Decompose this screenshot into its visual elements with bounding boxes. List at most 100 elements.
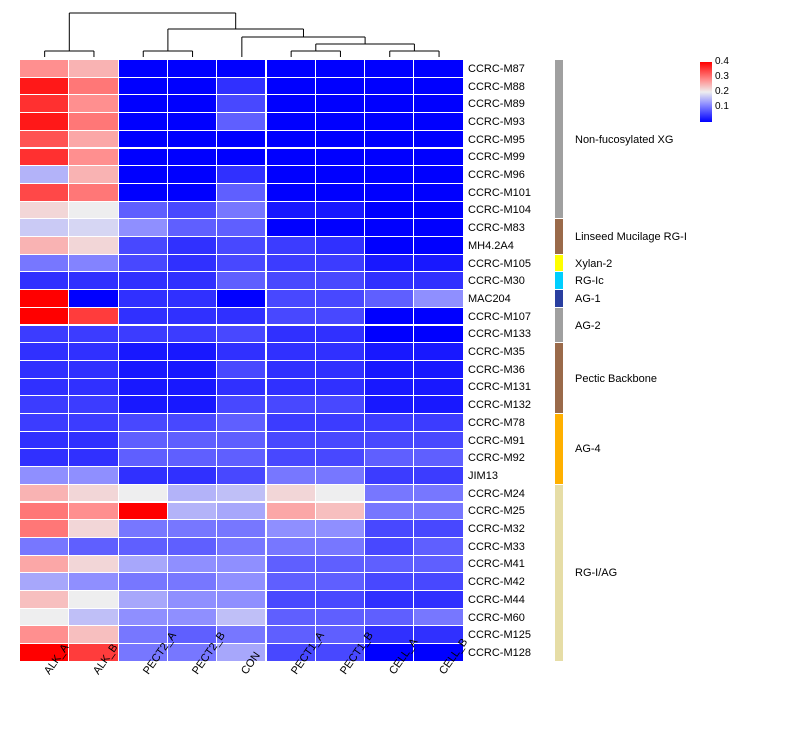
heatmap-cell: [316, 326, 364, 343]
heatmap-cell: [414, 467, 462, 484]
heatmap-cell: [168, 343, 216, 360]
heatmap-cell: [267, 432, 315, 449]
heatmap-cell: [267, 626, 315, 643]
group-bar: [555, 255, 563, 272]
heatmap-cell: [414, 166, 462, 183]
heatmap-cell: [316, 113, 364, 130]
row-label: CCRC-M36: [468, 365, 525, 376]
group-bar: [555, 308, 563, 342]
heatmap-cell: [217, 573, 265, 590]
heatmap-cell: [69, 308, 117, 325]
heatmap-cell: [217, 432, 265, 449]
row-label: CCRC-M24: [468, 489, 525, 500]
colorbar: 0.40.30.20.1: [700, 62, 760, 122]
heatmap-cell: [414, 149, 462, 166]
heatmap-cell: [217, 467, 265, 484]
heatmap-cell: [365, 219, 413, 236]
heatmap-cell: [119, 78, 167, 95]
heatmap-cell: [316, 184, 364, 201]
heatmap-cell: [168, 556, 216, 573]
heatmap-cell: [365, 113, 413, 130]
heatmap-cell: [119, 343, 167, 360]
heatmap-cell: [316, 556, 364, 573]
heatmap-cell: [168, 449, 216, 466]
heatmap-cell: [414, 78, 462, 95]
heatmap-cell: [414, 485, 462, 502]
heatmap-cell: [267, 308, 315, 325]
heatmap-cell: [316, 308, 364, 325]
heatmap-cell: [365, 573, 413, 590]
heatmap-cell: [69, 78, 117, 95]
heatmap-cell: [414, 538, 462, 555]
heatmap-cell: [365, 609, 413, 626]
heatmap-cell: [365, 343, 413, 360]
heatmap-cell: [119, 485, 167, 502]
heatmap-cell: [168, 184, 216, 201]
heatmap-cell: [20, 414, 68, 431]
heatmap-cell: [365, 60, 413, 77]
column-dendrogram: [20, 5, 464, 57]
heatmap-cell: [316, 591, 364, 608]
heatmap-cell: [20, 503, 68, 520]
row-label: CCRC-M89: [468, 99, 525, 110]
heatmap-cell: [20, 432, 68, 449]
heatmap-cell: [20, 60, 68, 77]
heatmap-cell: [69, 166, 117, 183]
heatmap-cell: [267, 520, 315, 537]
heatmap-cell: [316, 131, 364, 148]
heatmap-cell: [316, 149, 364, 166]
heatmap-cell: [69, 467, 117, 484]
heatmap-cell: [69, 573, 117, 590]
group-bar: [555, 290, 563, 307]
heatmap-cell: [119, 95, 167, 112]
heatmap-cell: [20, 78, 68, 95]
row-label: CCRC-M35: [468, 347, 525, 358]
heatmap-cell: [316, 449, 364, 466]
heatmap-cell: [69, 131, 117, 148]
heatmap-cell: [267, 396, 315, 413]
row-label: CCRC-M41: [468, 559, 525, 570]
heatmap-cell: [267, 503, 315, 520]
heatmap-cell: [168, 591, 216, 608]
heatmap-cell: [20, 467, 68, 484]
heatmap-cell: [119, 538, 167, 555]
heatmap-cell: [168, 202, 216, 219]
heatmap-cell: [217, 237, 265, 254]
heatmap-cell: [69, 396, 117, 413]
heatmap-cell: [217, 609, 265, 626]
colorbar-tick: 0.1: [715, 102, 729, 112]
row-label: CCRC-M92: [468, 453, 525, 464]
heatmap-cell: [316, 503, 364, 520]
heatmap-cell: [168, 609, 216, 626]
heatmap-cell: [365, 467, 413, 484]
heatmap-cell: [168, 113, 216, 130]
heatmap-cell: [217, 149, 265, 166]
heatmap-cell: [365, 272, 413, 289]
heatmap-cell: [168, 166, 216, 183]
heatmap-cell: [69, 432, 117, 449]
heatmap-cell: [168, 95, 216, 112]
heatmap-cell: [316, 609, 364, 626]
heatmap-cell: [365, 379, 413, 396]
heatmap-cell: [69, 255, 117, 272]
group-bar: [555, 219, 563, 253]
heatmap-cell: [20, 573, 68, 590]
heatmap-cell: [119, 131, 167, 148]
heatmap-cell: [69, 237, 117, 254]
heatmap-cell: [119, 556, 167, 573]
heatmap-cell: [20, 131, 68, 148]
heatmap-cell: [267, 219, 315, 236]
heatmap-cell: [316, 414, 364, 431]
heatmap-cell: [69, 361, 117, 378]
heatmap-cell: [365, 449, 413, 466]
heatmap-cell: [69, 219, 117, 236]
heatmap-cell: [168, 78, 216, 95]
heatmap-cell: [414, 626, 462, 643]
heatmap-cell: [365, 556, 413, 573]
heatmap-cell: [69, 520, 117, 537]
heatmap-cell: [20, 361, 68, 378]
heatmap-cell: [168, 272, 216, 289]
heatmap-cell: [168, 60, 216, 77]
heatmap-cell: [119, 503, 167, 520]
heatmap-cell: [414, 113, 462, 130]
